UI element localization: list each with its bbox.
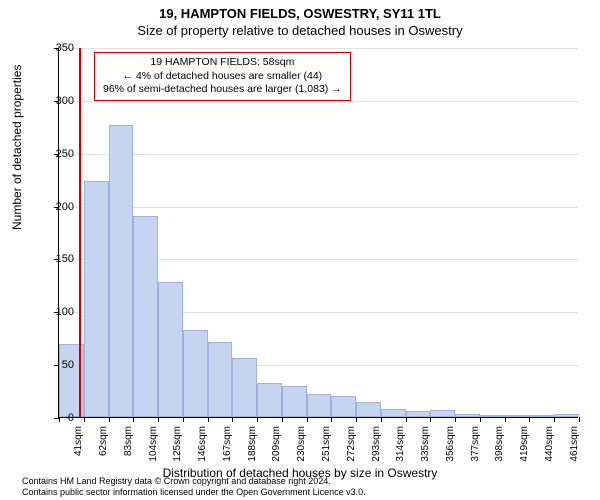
- histogram-bar: [505, 415, 530, 417]
- grid-line: [59, 101, 578, 102]
- info-line1: 19 HAMPTON FIELDS: 58sqm: [103, 56, 342, 70]
- x-tick: [84, 417, 85, 422]
- y-axis-label: Number of detached properties: [10, 65, 24, 230]
- x-tick: [331, 417, 332, 422]
- copyright-line1: Contains HM Land Registry data © Crown c…: [22, 476, 366, 487]
- y-tick-label: 250: [34, 148, 74, 160]
- chart-area: [58, 48, 578, 418]
- copyright-line2: Contains public sector information licen…: [22, 487, 366, 498]
- y-tick-label: 50: [34, 359, 74, 371]
- y-tick-label: 100: [34, 306, 74, 318]
- histogram-bar: [282, 386, 307, 417]
- x-tick-label: 146sqm: [197, 426, 208, 462]
- histogram-bar: [554, 414, 579, 417]
- histogram-bar: [455, 414, 480, 417]
- x-tick-label: 251sqm: [321, 426, 332, 462]
- histogram-bar: [331, 396, 356, 417]
- histogram-bar: [133, 216, 158, 417]
- grid-line: [59, 207, 578, 208]
- x-tick: [480, 417, 481, 422]
- y-tick-label: 350: [34, 42, 74, 54]
- y-tick-label: 0: [34, 412, 74, 424]
- y-tick-label: 150: [34, 253, 74, 265]
- x-tick: [505, 417, 506, 422]
- histogram-bar: [381, 409, 406, 417]
- histogram-bar: [84, 181, 109, 417]
- x-tick-label: 167sqm: [222, 426, 233, 462]
- x-tick-label: 461sqm: [569, 426, 580, 462]
- x-tick-label: 293sqm: [371, 426, 382, 462]
- reference-line: [79, 48, 81, 417]
- x-tick-label: 62sqm: [98, 426, 109, 456]
- grid-line: [59, 154, 578, 155]
- x-tick-label: 440sqm: [544, 426, 555, 462]
- x-tick-label: 356sqm: [445, 426, 456, 462]
- histogram-bar: [257, 383, 282, 417]
- plot-area: [58, 48, 578, 418]
- histogram-bar: [529, 415, 554, 417]
- histogram-bar: [109, 125, 134, 417]
- x-tick: [455, 417, 456, 422]
- x-tick: [208, 417, 209, 422]
- histogram-bar: [158, 282, 183, 417]
- title-address: 19, HAMPTON FIELDS, OSWESTRY, SY11 1TL: [0, 6, 600, 21]
- x-tick-label: 377sqm: [470, 426, 481, 462]
- x-tick: [356, 417, 357, 422]
- title-subtitle: Size of property relative to detached ho…: [0, 23, 600, 38]
- x-tick: [109, 417, 110, 422]
- info-line2: ← 4% of detached houses are smaller (44): [103, 70, 342, 84]
- chart-titles: 19, HAMPTON FIELDS, OSWESTRY, SY11 1TL S…: [0, 0, 600, 38]
- histogram-bar: [430, 410, 455, 417]
- x-tick: [257, 417, 258, 422]
- x-tick-label: 419sqm: [519, 426, 530, 462]
- x-tick-label: 209sqm: [271, 426, 282, 462]
- x-tick: [381, 417, 382, 422]
- x-tick: [554, 417, 555, 422]
- x-tick-label: 104sqm: [148, 426, 159, 462]
- y-tick-label: 300: [34, 95, 74, 107]
- x-tick: [158, 417, 159, 422]
- x-tick-label: 41sqm: [73, 426, 84, 456]
- x-tick-label: 125sqm: [172, 426, 183, 462]
- x-tick: [133, 417, 134, 422]
- histogram-bar: [183, 330, 208, 417]
- x-tick: [183, 417, 184, 422]
- x-tick: [406, 417, 407, 422]
- histogram-bar: [406, 411, 431, 417]
- x-tick: [579, 417, 580, 422]
- y-tick-label: 200: [34, 201, 74, 213]
- x-tick-label: 272sqm: [346, 426, 357, 462]
- histogram-bar: [208, 342, 233, 417]
- x-tick: [529, 417, 530, 422]
- histogram-bar: [356, 402, 381, 417]
- histogram-bar: [480, 415, 505, 417]
- info-line3: 96% of semi-detached houses are larger (…: [103, 83, 342, 97]
- histogram-bar: [232, 358, 257, 417]
- histogram-bar: [307, 394, 332, 417]
- x-tick-label: 188sqm: [247, 426, 258, 462]
- x-tick: [307, 417, 308, 422]
- copyright: Contains HM Land Registry data © Crown c…: [22, 476, 366, 498]
- x-tick: [282, 417, 283, 422]
- x-tick-label: 314sqm: [395, 426, 406, 462]
- x-tick-label: 230sqm: [296, 426, 307, 462]
- x-tick-label: 335sqm: [420, 426, 431, 462]
- info-box: 19 HAMPTON FIELDS: 58sqm ← 4% of detache…: [94, 52, 351, 101]
- grid-line: [59, 48, 578, 49]
- x-tick-label: 83sqm: [123, 426, 134, 456]
- x-tick: [232, 417, 233, 422]
- x-tick: [430, 417, 431, 422]
- x-tick-label: 398sqm: [494, 426, 505, 462]
